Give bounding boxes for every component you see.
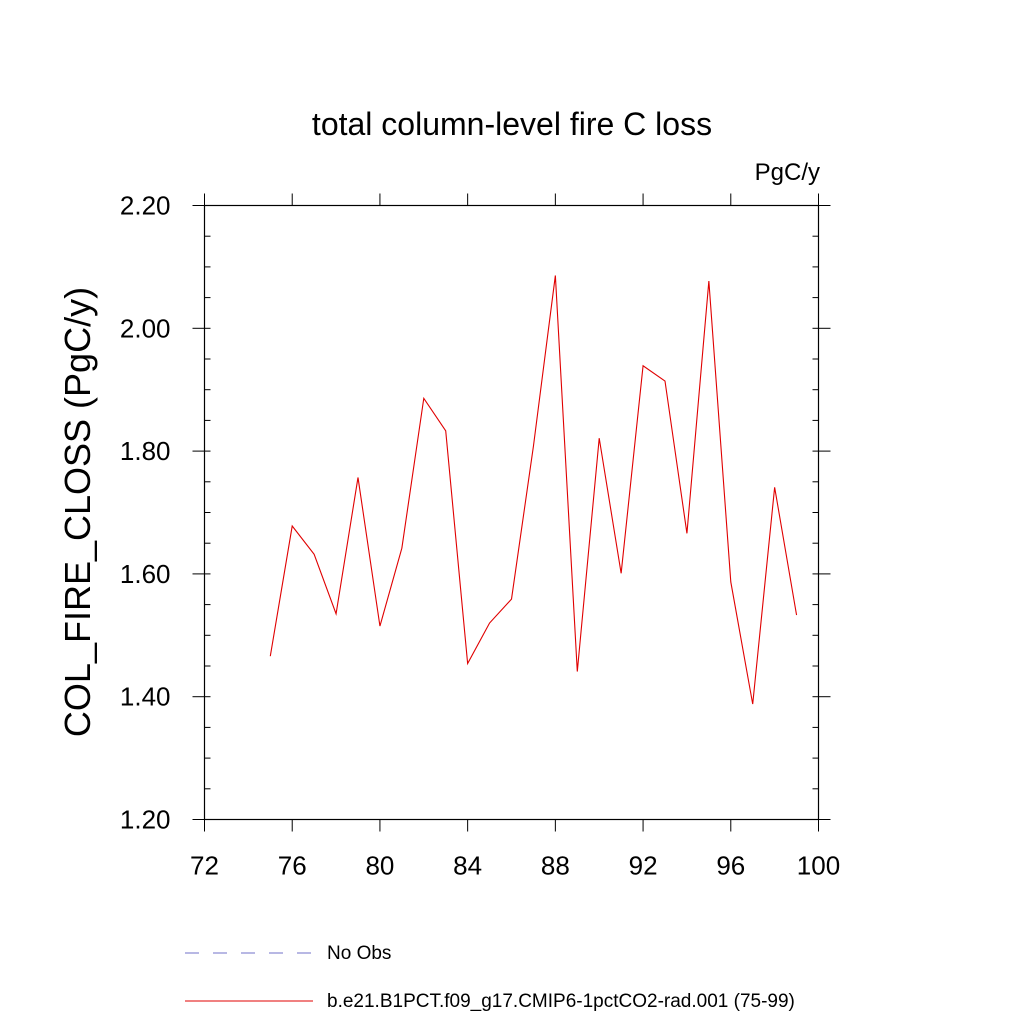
x-tick-label: 92 — [629, 851, 658, 881]
x-tick-labels: 72 76 80 84 88 92 96 100 — [190, 851, 840, 881]
x-tick-label: 84 — [453, 851, 482, 881]
x-tick-label: 72 — [190, 851, 219, 881]
legend: No Obs b.e21.B1PCT.f09_g17.CMIP6-1pctCO2… — [185, 943, 795, 1012]
x-tick-label: 100 — [797, 851, 840, 881]
x-tick-label: 88 — [541, 851, 570, 881]
x-tick-label: 80 — [365, 851, 394, 881]
y-tick-label: 2.00 — [120, 313, 171, 343]
series-layer — [269, 275, 798, 705]
legend-label-no-obs: No Obs — [327, 943, 391, 964]
units-label: PgC/y — [755, 159, 820, 186]
chart-title: total column-level fire C loss — [312, 106, 712, 142]
y-tick-label: 1.60 — [120, 559, 171, 589]
y-tick-label: 1.40 — [120, 682, 171, 712]
legend-label-model: b.e21.B1PCT.f09_g17.CMIP6-1pctCO2-rad.00… — [327, 991, 795, 1012]
axis-ticks — [192, 193, 831, 832]
plot-frame — [203, 204, 820, 821]
y-tick-label: 1.80 — [120, 436, 171, 466]
y-tick-label: 2.20 — [120, 191, 171, 221]
y-axis-label: COL_FIRE_CLOSS (PgC/y) — [57, 287, 98, 737]
y-tick-label: 1.20 — [120, 805, 171, 835]
x-tick-label: 76 — [278, 851, 307, 881]
x-tick-label: 96 — [716, 851, 745, 881]
y-tick-labels: 1.20 1.40 1.60 1.80 2.00 2.20 — [120, 191, 171, 835]
series-line — [269, 275, 798, 705]
